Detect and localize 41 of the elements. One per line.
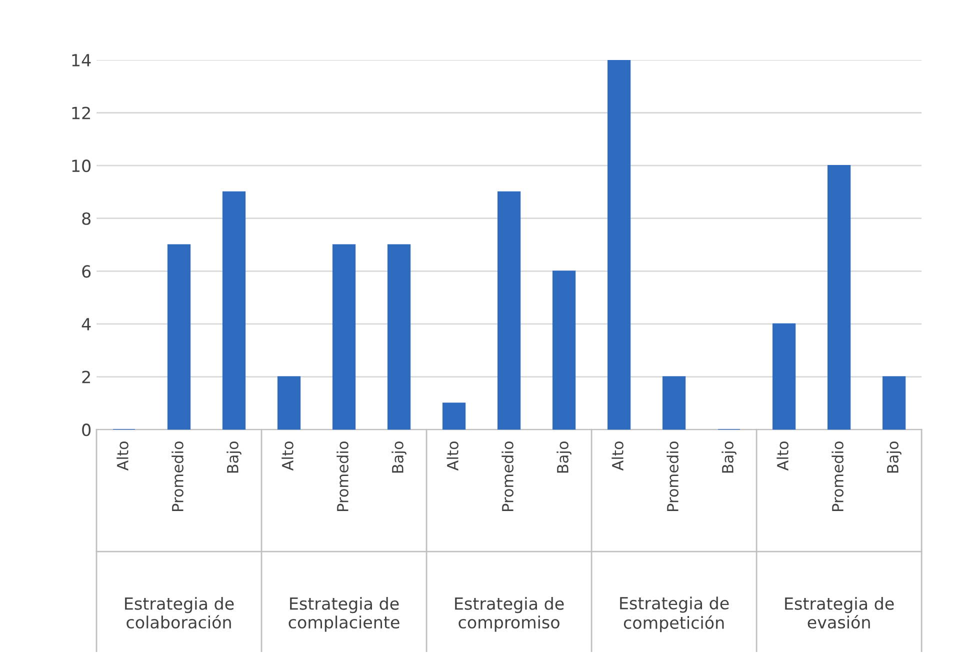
bar xyxy=(387,244,411,430)
bar xyxy=(772,323,796,430)
text: Estrategia de complaciente xyxy=(288,596,400,632)
text: Estrategia de colaboración xyxy=(125,596,234,629)
y-tick-label: 12 xyxy=(72,106,90,120)
x-tick-label: Promedio xyxy=(502,442,514,511)
bar xyxy=(662,376,686,430)
text: Estrategia de evasión xyxy=(785,596,894,629)
x-tick-label: Bajo xyxy=(886,442,902,473)
y-tick-label: 8 xyxy=(82,212,90,225)
x-tick-label: Bajo xyxy=(226,442,242,473)
y-tick-label: 10 xyxy=(72,160,91,172)
bar xyxy=(442,402,466,430)
x-tick-label: Alto xyxy=(776,442,788,471)
bar xyxy=(607,60,631,430)
x-tick-label: Promedio xyxy=(336,442,348,511)
text: Estrategia de competición xyxy=(620,596,729,632)
bar xyxy=(497,191,521,430)
bar xyxy=(277,376,301,430)
bar xyxy=(222,191,246,430)
x-tick-label: Promedio xyxy=(832,442,844,511)
x-tick-label: Alto xyxy=(446,442,458,471)
x-tick-label: Bajo xyxy=(722,442,736,473)
y-tick-label: 2 xyxy=(82,370,90,384)
x-tick-label: Alto xyxy=(612,442,624,471)
y-tick-label: 4 xyxy=(82,318,91,330)
y-tick-label: 6 xyxy=(82,265,91,278)
x-tick-label: Bajo xyxy=(556,442,572,473)
bar xyxy=(167,244,191,430)
text: Estrategia de compromiso xyxy=(455,596,564,632)
bar xyxy=(552,270,576,430)
x-tick-label: Promedio xyxy=(172,442,184,511)
bar xyxy=(828,164,851,430)
x-tick-label: Promedio xyxy=(666,442,678,511)
bar xyxy=(332,244,356,430)
bar xyxy=(882,376,906,430)
x-tick-label: Alto xyxy=(116,442,128,471)
x-tick-label: Alto xyxy=(282,442,294,471)
y-tick-label: 14 xyxy=(72,54,91,66)
y-tick-label: 0 xyxy=(82,424,91,436)
x-tick-label: Bajo xyxy=(392,442,406,473)
